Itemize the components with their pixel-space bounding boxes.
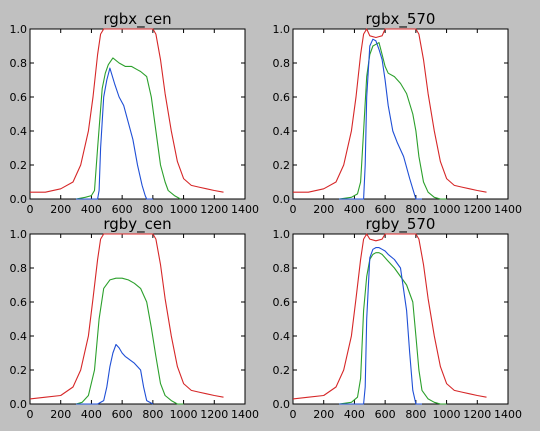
- y-tick-label: 0.6: [10, 91, 28, 104]
- subplot-title: rgby_cen: [103, 215, 171, 234]
- plot-area: [29, 28, 246, 200]
- series-line-2: [339, 247, 422, 405]
- y-tick-label: 0.6: [273, 296, 291, 309]
- y-tick-label: 0.4: [10, 125, 28, 138]
- subplot-0: rgbx_cen 0 200 400 600 800 1000 1200 1400 0.0 0.2 0…: [10, 10, 260, 216]
- y-tick-label: 1.0: [273, 228, 291, 241]
- x-tick-label: 1000: [170, 408, 198, 421]
- x-tick-label: 200: [50, 203, 71, 216]
- x-tick-label: 0: [27, 408, 34, 421]
- y-tick-label: 0.8: [273, 57, 291, 70]
- x-tick-label: 0: [290, 203, 297, 216]
- subplot-title: rgbx_570: [366, 10, 436, 29]
- series-line-2: [76, 343, 154, 405]
- x-tick-label: 600: [112, 203, 133, 216]
- x-tick-label: 1200: [463, 203, 491, 216]
- series-line-1: [75, 277, 184, 405]
- y-tick-label: 0.4: [10, 330, 28, 343]
- subplot-3: rgby_570 0 200 400 600 800 1000 1200 1400 0.0 0.2 0…: [273, 215, 523, 421]
- x-tick-label: 600: [112, 408, 133, 421]
- x-tick-label: 1400: [231, 203, 259, 216]
- x-tick-label: 400: [344, 203, 365, 216]
- x-tick-label: 200: [313, 203, 334, 216]
- y-tick-label: 1.0: [10, 228, 28, 241]
- series-line-0: [293, 28, 487, 193]
- y-tick-label: 0.8: [10, 262, 28, 275]
- series-line-1: [76, 57, 181, 200]
- subplot-title: rgby_570: [366, 215, 436, 234]
- x-tick-label: 600: [375, 408, 396, 421]
- x-tick-label: 200: [50, 408, 71, 421]
- plot-area: [292, 28, 509, 200]
- y-tick-label: 0.6: [273, 91, 291, 104]
- series-line-1: [339, 252, 447, 405]
- y-tick-label: 0.0: [273, 398, 291, 411]
- y-tick-label: 0.0: [10, 193, 28, 206]
- x-tick-label: 0: [27, 203, 34, 216]
- subplot-1: rgbx_570 0 200 400 600 800 1000 1200 1400 0.0 0.2 0…: [273, 10, 523, 216]
- x-tick-label: 800: [405, 408, 426, 421]
- y-tick-label: 0.0: [10, 398, 28, 411]
- series-line-0: [292, 233, 487, 400]
- x-tick-label: 1200: [200, 408, 228, 421]
- subplot-title: rgbx_cen: [103, 10, 171, 29]
- x-tick-label: 1000: [433, 408, 461, 421]
- y-tick-label: 0.0: [273, 193, 291, 206]
- x-tick-label: 1000: [433, 203, 461, 216]
- x-tick-label: 1200: [200, 203, 228, 216]
- x-tick-label: 400: [81, 203, 102, 216]
- x-tick-label: 800: [142, 203, 163, 216]
- x-tick-label: 1000: [170, 203, 198, 216]
- x-tick-label: 1400: [494, 408, 522, 421]
- y-tick-label: 1.0: [10, 23, 28, 36]
- x-tick-label: 0: [290, 408, 297, 421]
- y-tick-label: 0.2: [273, 364, 291, 377]
- series-line-0: [29, 233, 224, 400]
- x-tick-label: 800: [405, 203, 426, 216]
- x-tick-label: 1200: [463, 408, 491, 421]
- series-line-2: [339, 38, 422, 200]
- x-tick-label: 400: [81, 408, 102, 421]
- y-tick-label: 0.4: [273, 125, 291, 138]
- subplot-2: rgby_cen 0 200 400 600 800 1000 1200 1400 0.0 0.2 0…: [10, 215, 260, 421]
- series-line-1: [339, 42, 447, 200]
- x-tick-label: 1400: [231, 408, 259, 421]
- y-tick-label: 0.4: [273, 330, 291, 343]
- series-line-2: [76, 67, 153, 200]
- y-tick-label: 0.8: [10, 57, 28, 70]
- y-tick-label: 1.0: [273, 23, 291, 36]
- plot-area: [29, 233, 246, 405]
- y-tick-label: 0.2: [273, 159, 291, 172]
- x-tick-label: 1400: [494, 203, 522, 216]
- x-tick-label: 600: [375, 203, 396, 216]
- y-tick-label: 0.2: [10, 159, 28, 172]
- x-tick-label: 800: [142, 408, 163, 421]
- x-tick-label: 400: [344, 408, 365, 421]
- x-tick-label: 200: [313, 408, 334, 421]
- y-tick-label: 0.6: [10, 296, 28, 309]
- y-tick-label: 0.8: [273, 262, 291, 275]
- y-tick-label: 0.2: [10, 364, 28, 377]
- series-line-0: [30, 28, 224, 193]
- plot-area: [292, 233, 509, 405]
